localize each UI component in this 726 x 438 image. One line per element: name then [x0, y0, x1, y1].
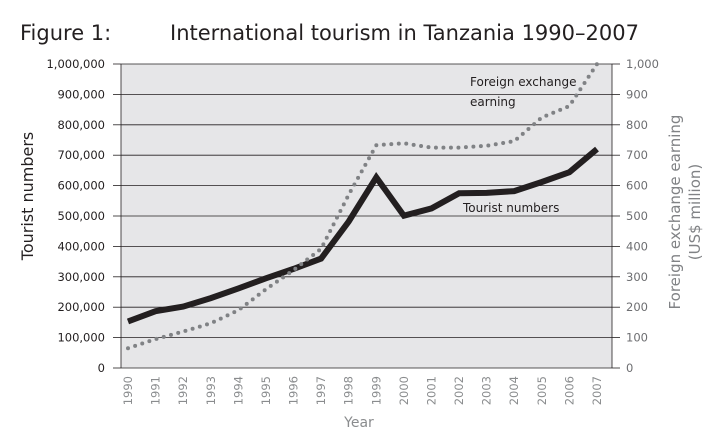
- left-tick-label: 400,000: [57, 239, 105, 253]
- right-tick-label: 100: [626, 331, 648, 345]
- right-tick-label: 300: [626, 270, 648, 284]
- series-layer: [126, 62, 599, 351]
- right-tick-label: 400: [626, 239, 648, 253]
- x-tick-label: 2007: [590, 376, 604, 405]
- x-axis-label: Year: [343, 415, 374, 431]
- x-tick-label: 1993: [204, 376, 218, 405]
- annotation-foreign-exchange-line2: earning: [470, 95, 516, 109]
- left-tick-label: 500,000: [57, 209, 105, 223]
- right-tick-label: 900: [626, 87, 648, 101]
- x-tick-label: 2001: [424, 376, 438, 405]
- x-axis-ticks: 1990 1991 1992 1993 1994 1995 1996 1997 1998 1999…: [121, 376, 604, 405]
- x-tick-label: 2005: [535, 376, 549, 405]
- right-tick-label: 500: [626, 209, 648, 223]
- left-tick-label: 200,000: [57, 300, 105, 314]
- right-tick-label: 0: [626, 361, 633, 375]
- x-tick-label: 2006: [562, 376, 576, 405]
- left-tick-label: 900,000: [57, 87, 105, 101]
- right-tick-label: 600: [626, 179, 648, 193]
- x-tick-label: 1990: [121, 376, 135, 405]
- right-axis-ticks: 0 100 200 300 400 500 600 700 800 900 1,000: [612, 57, 659, 375]
- right-axis-label: Foreign exchange earning: [666, 115, 684, 310]
- right-tick-label: 800: [626, 118, 648, 132]
- x-tick-label: 2003: [480, 376, 494, 405]
- right-tick-label: 200: [626, 300, 648, 314]
- left-axis-ticks: 0 100,000 200,000 300,000 400,000 500,000 600,…: [46, 57, 121, 375]
- right-tick-label: 1,000: [626, 57, 659, 71]
- annotation-foreign-exchange: Foreign exchange: [470, 75, 576, 89]
- left-axis-label: Tourist numbers: [18, 132, 37, 261]
- gridlines: [120, 63, 613, 369]
- right-axis-label-units: (US$ million): [686, 164, 704, 260]
- left-tick-label: 0: [98, 361, 105, 375]
- x-tick-label: 1998: [342, 376, 356, 405]
- figure-label: Figure 1:: [20, 21, 111, 45]
- x-tick-label: 1994: [231, 376, 245, 405]
- right-tick-label: 700: [626, 148, 648, 162]
- series-line-foreign-exchange: [126, 62, 599, 351]
- x-tick-label: 1997: [314, 376, 328, 405]
- x-tick-label: 2004: [507, 376, 521, 405]
- x-tick-label: 1996: [287, 376, 301, 405]
- series-line-tourist-numbers: [126, 146, 599, 325]
- left-tick-label: 600,000: [57, 179, 105, 193]
- x-tick-label: 2000: [397, 376, 411, 405]
- left-tick-label: 700,000: [57, 148, 105, 162]
- annotation-tourist-numbers: Tourist numbers: [462, 201, 559, 215]
- left-tick-label: 1,000,000: [46, 57, 105, 71]
- x-tick-label: 1995: [259, 376, 273, 405]
- left-tick-label: 800,000: [57, 118, 105, 132]
- left-tick-label: 300,000: [57, 270, 105, 284]
- x-tick-label: 1992: [176, 376, 190, 405]
- left-tick-label: 100,000: [57, 331, 105, 345]
- x-tick-label: 2002: [452, 376, 466, 405]
- chart-title: International tourism in Tanzania 1990–2…: [170, 21, 639, 45]
- x-tick-label: 1999: [369, 376, 383, 405]
- x-tick-label: 1991: [149, 376, 163, 405]
